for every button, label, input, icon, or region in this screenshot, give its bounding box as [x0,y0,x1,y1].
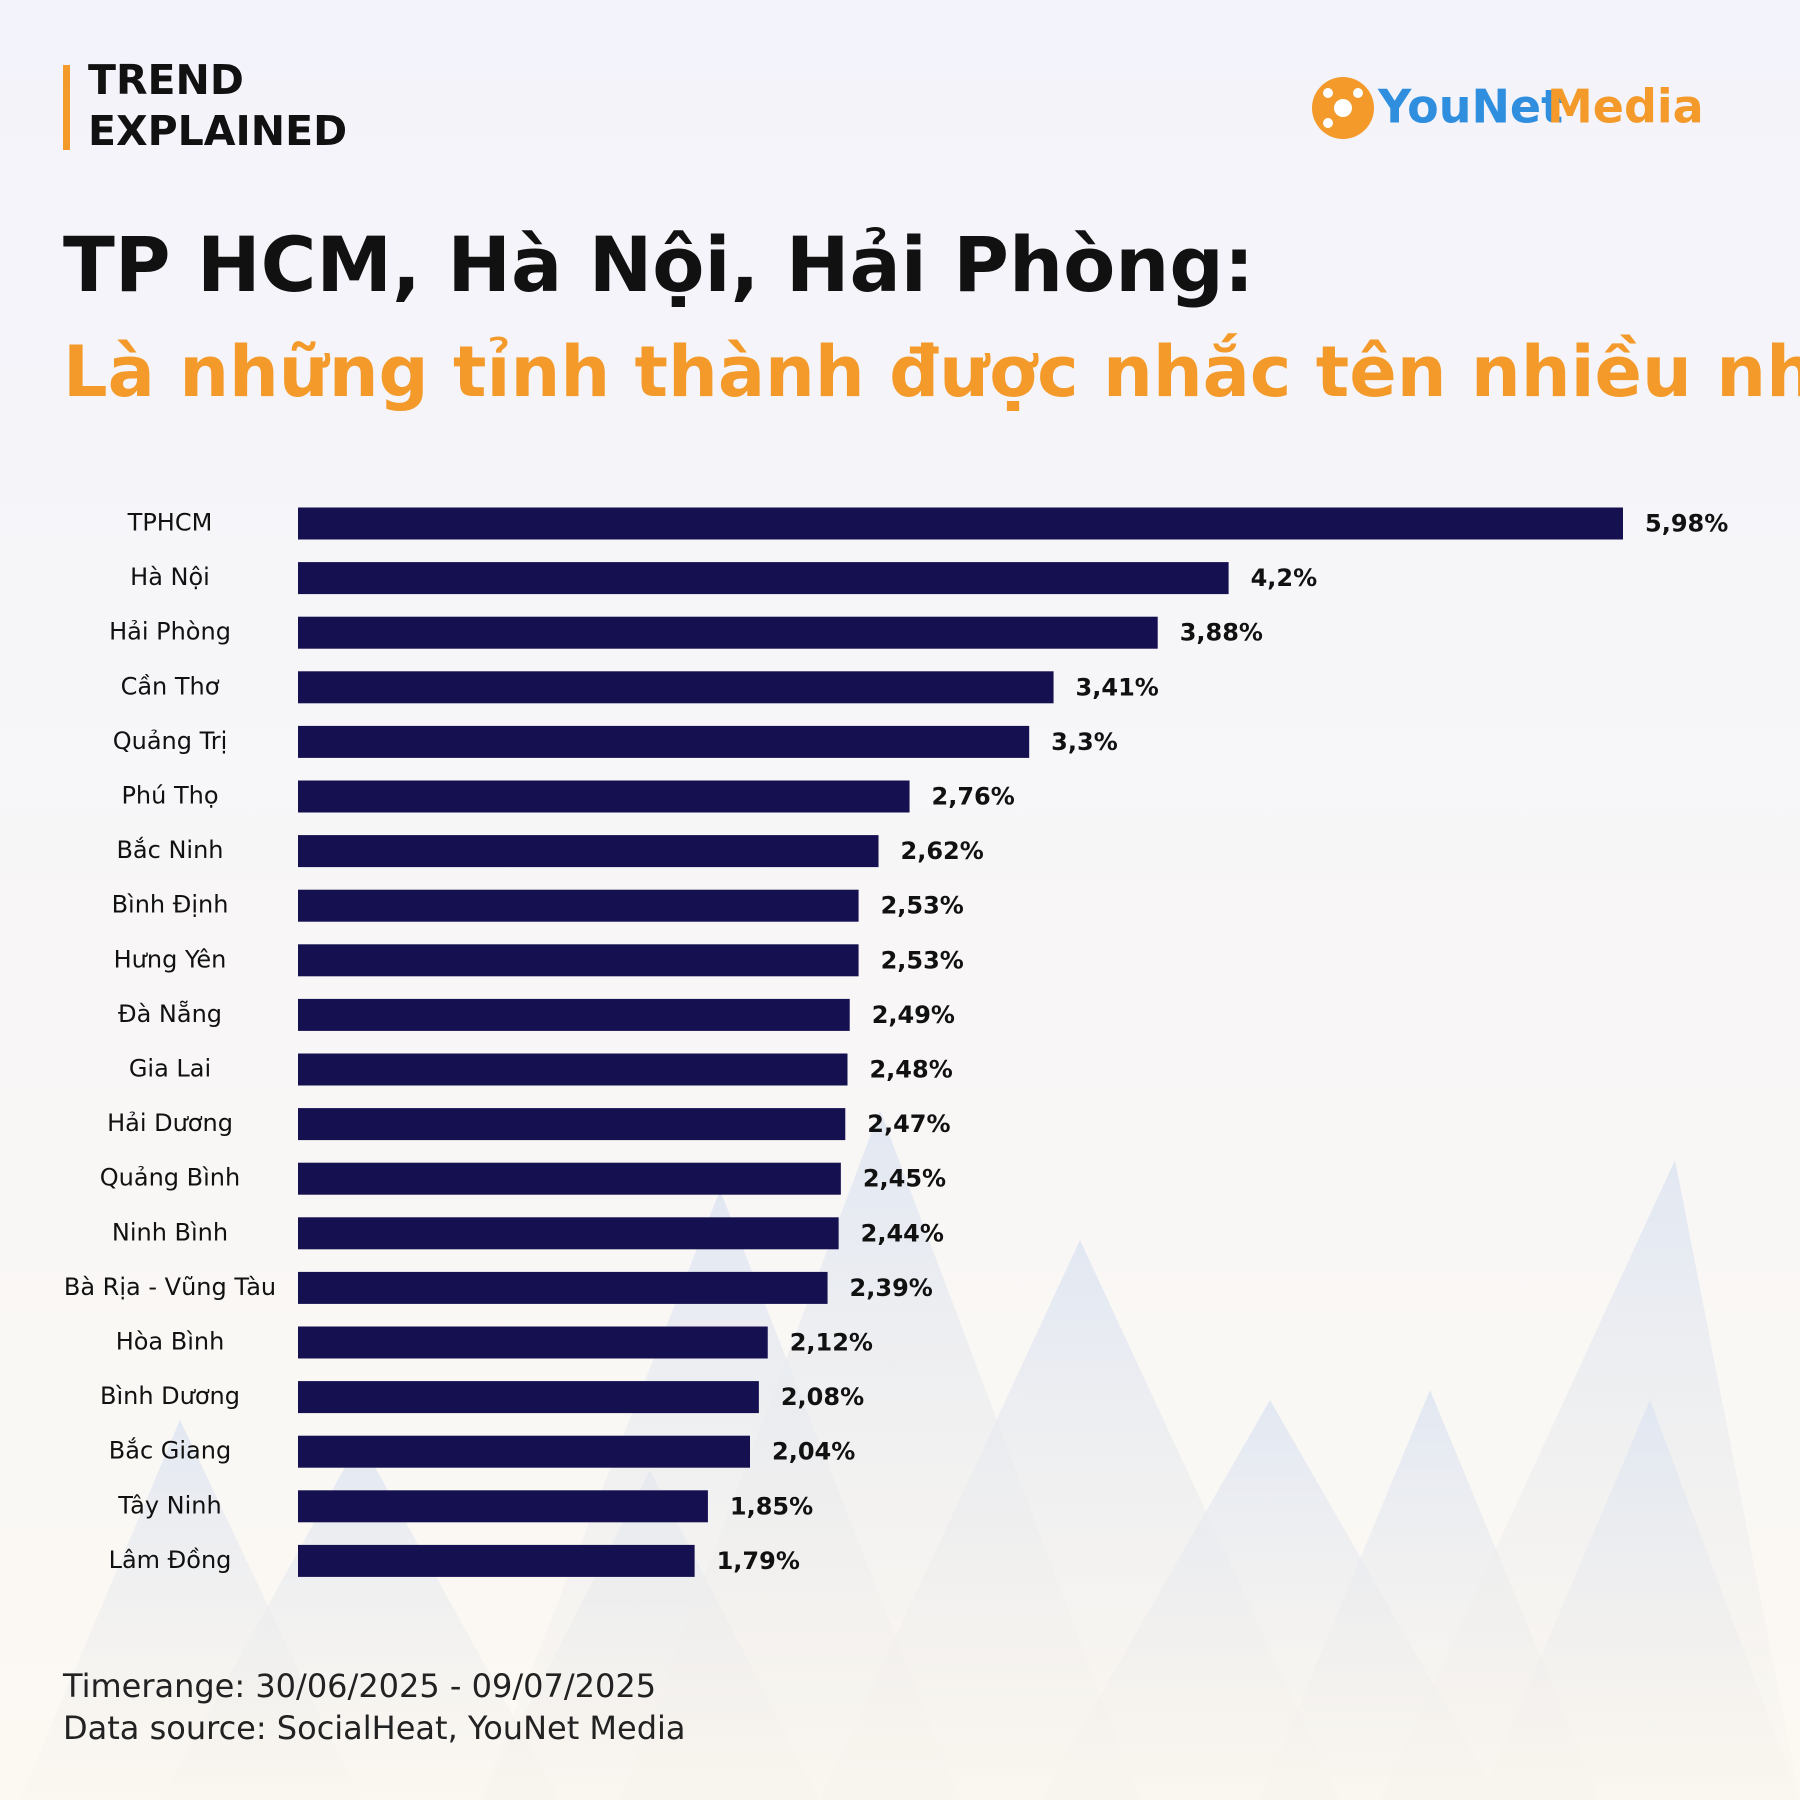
category-label: Tây Ninh [117,1491,221,1519]
bar [298,835,879,868]
category-label: Đà Nẵng [118,999,222,1028]
footer-text: Timerange: 30/06/2025 - 09/07/2025 [62,1667,656,1705]
bar [298,1435,751,1468]
category-label: Hải Phòng [109,618,231,646]
category-label: Bắc Ninh [116,835,223,864]
value-label: 2,08% [781,1383,864,1411]
category-label: Ninh Bình [112,1218,228,1246]
tag: TREND [88,56,244,104]
category-label: Bắc Giang [109,1436,231,1465]
bar [298,1544,695,1577]
value-label: 4,2% [1251,564,1318,592]
value-label: 2,04% [772,1438,855,1466]
value-label: 2,62% [901,837,984,865]
value-label: 5,98% [1645,510,1728,538]
value-label: 3,41% [1076,673,1159,701]
bar [298,1217,839,1250]
value-label: 2,49% [872,1001,955,1029]
tag-bar [63,65,70,150]
chart-subtitle: Là những tỉnh thành được nhắc tên nhiều … [63,331,1800,413]
bar [298,507,1623,540]
value-label: 2,44% [861,1219,944,1247]
chart-title: TP HCM, Hà Nội, Hải Phòng: [63,220,1254,309]
bar [298,1381,759,1414]
category-label: Bà Rịa - Vũng Tàu [64,1273,276,1301]
bar [298,1326,768,1359]
logo-icon [1323,88,1333,98]
category-label: Cần Thơ [121,672,220,700]
tag: EXPLAINED [88,107,347,155]
bar [298,944,859,977]
category-label: Bình Dương [100,1382,240,1410]
logo-icon [1334,99,1352,117]
value-label: 2,45% [863,1165,946,1193]
bar [298,725,1030,758]
category-label: Hưng Yên [114,945,227,973]
logo-icon [1323,118,1333,128]
category-label: Hà Nội [130,563,210,591]
value-label: 2,48% [869,1056,952,1084]
category-label: Phú Thọ [121,782,218,810]
category-label: Quảng Trị [113,727,228,755]
logo-icon [1353,88,1363,98]
category-label: Gia Lai [129,1055,211,1083]
mountains [20,1110,1800,1800]
value-label: 3,88% [1180,619,1263,647]
bar [298,1271,828,1304]
bar [298,889,859,922]
category-label: Quảng Bình [100,1164,240,1192]
bar [298,1108,846,1141]
category-label: Hòa Bình [116,1328,225,1356]
value-label: 3,3% [1051,728,1118,756]
value-label: 2,53% [881,892,964,920]
value-label: 2,47% [867,1110,950,1138]
category-label: Hải Dương [107,1109,233,1137]
category-label: TPHCM [127,509,213,537]
bar [298,998,850,1031]
bar [298,780,910,813]
bar [298,1490,708,1523]
bar [298,616,1158,649]
value-label: 1,79% [717,1547,800,1575]
bar [298,562,1229,595]
value-label: 2,12% [790,1329,873,1357]
value-label: 2,39% [850,1274,933,1302]
category-label: Bình Định [112,891,229,919]
logo: YouNet Media [1312,77,1704,139]
value-label: 2,76% [932,783,1015,811]
category-label: Lâm Đồng [109,1546,232,1574]
brand: Media [1547,80,1704,134]
footer-text: Data source: SocialHeat, YouNet Media [63,1709,686,1747]
bar [298,1162,841,1195]
bar [298,671,1054,704]
value-label: 2,53% [881,946,964,974]
value-label: 1,85% [730,1492,813,1520]
brand: YouNet [1377,80,1563,134]
bar [298,1053,848,1086]
